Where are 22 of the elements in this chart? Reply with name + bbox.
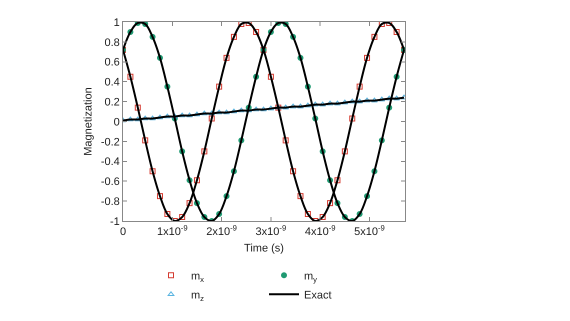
y-tick-label: 1 — [114, 16, 120, 29]
y-tick-label: -0.2 — [100, 136, 120, 148]
x-axis-title: Time (s) — [244, 242, 284, 254]
legend-label: Exact — [304, 290, 332, 302]
legend-label: m$_{x}$ — [191, 270, 204, 284]
y-tick-label: -1 — [110, 216, 120, 228]
y-tick-label: -0.6 — [100, 176, 120, 188]
y-tick-label: 0 — [114, 116, 120, 128]
x-tick-label: 2x10$^{-9}$ — [206, 224, 237, 238]
x-tick-label: 4x10$^{-9}$ — [304, 224, 336, 238]
legend-label: m$_{y}$ — [304, 270, 318, 284]
legend-label: m$_{z}$ — [191, 290, 204, 303]
y-tick-label: -0.8 — [100, 196, 120, 208]
x-tick-label: 3x10$^{-9}$ — [256, 224, 286, 238]
y-tick-label: 0.2 — [104, 96, 120, 108]
y-tick-label: 0.6 — [104, 56, 120, 69]
x-tick-label: 1x10$^{-9}$ — [156, 224, 188, 238]
x-tick-label: 5x10$^{-9}$ — [354, 224, 385, 238]
y-tick-label: 0.4 — [104, 76, 120, 89]
y-tick-label: 0.8 — [104, 36, 120, 49]
y-tick-label: -0.4 — [100, 156, 120, 168]
y-axis-title: Magnetization — [82, 87, 94, 156]
